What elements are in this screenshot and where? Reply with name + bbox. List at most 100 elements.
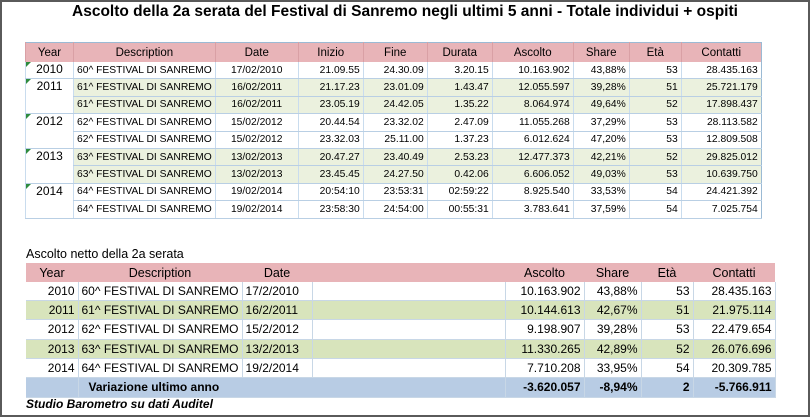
table-cell: 42,89% [584, 339, 642, 359]
table-cell: 10.639.750 [680, 165, 762, 184]
table-cell: 7.025.754 [680, 200, 762, 219]
table-cell: 64^ FESTIVAL DI SANREMO [78, 358, 243, 378]
source-note: Studio Barometro su dati Auditel [26, 397, 213, 411]
table-cell: 23.40.49 [362, 148, 428, 167]
table-cell: 20.44.54 [297, 113, 364, 132]
table-cell: 63^ FESTIVAL DI SANREMO [73, 165, 216, 184]
year-cell: 2010 [25, 62, 74, 80]
table-cell: 63^ FESTIVAL DI SANREMO [73, 148, 216, 167]
table-cell: 19/02/2014 [214, 200, 299, 219]
table-cell: 62^ FESTIVAL DI SANREMO [73, 113, 216, 132]
table-row: 2010 60^ FESTIVAL DI SANREMO 17/02/2010 21.… [25, 62, 762, 80]
table-cell: 19/02/2014 [214, 183, 299, 202]
table-cell: 52 [628, 148, 682, 167]
table-cell [312, 300, 506, 321]
table-cell: 19/2/2014 [242, 358, 313, 378]
table-cell: 21.975.114 [693, 300, 776, 321]
column-header: Età [641, 263, 694, 282]
table-cell: 20.309.785 [693, 358, 776, 378]
table-cell [312, 339, 506, 359]
table-cell: 1.35.22 [426, 96, 493, 115]
table-cell: 53 [628, 165, 682, 184]
table-cell: 11.055.268 [491, 113, 574, 132]
table-cell: 24.42.05 [362, 96, 428, 115]
table-cell: 37,59% [572, 200, 630, 219]
year-cell: 2011 [25, 78, 74, 115]
table-cell: 52 [628, 96, 682, 115]
table-cell: 53 [628, 62, 682, 80]
table-cell: 53 [628, 113, 682, 132]
variation-eta: 2 [641, 377, 694, 398]
table-cell: 1.43.47 [426, 78, 493, 97]
table-row: 2010 60^ FESTIVAL DI SANREMO 17/2/2010 10.1… [26, 282, 776, 302]
table-cell: 2.53.23 [426, 148, 493, 167]
table-cell: 26.076.696 [693, 339, 776, 359]
column-header: Fine [362, 42, 428, 62]
table-cell: 23.05.19 [297, 96, 364, 115]
table-cell: 54 [628, 200, 682, 219]
table-cell: 2012 [26, 319, 79, 340]
table-cell: 1.37.23 [426, 131, 493, 149]
net-audience-table: Year Description Date Ascolto Share Età Contat… [26, 263, 776, 398]
table-cell: 24:54:00 [362, 200, 428, 219]
table-row: 2014 64^ FESTIVAL DI SANREMO 19/2/2014 7.71… [26, 358, 776, 378]
table-cell: 2.47.09 [426, 113, 493, 132]
table-cell: 63^ FESTIVAL DI SANREMO [78, 339, 243, 359]
table-cell: 28.435.163 [680, 62, 762, 80]
table-cell: 37,29% [572, 113, 630, 132]
table-cell: 11.330.265 [505, 339, 585, 359]
column-header [312, 263, 506, 282]
table-row: 2011 61^ FESTIVAL DI SANREMO 16/2/2011 10.1… [26, 300, 776, 321]
table-cell: 17/02/2010 [214, 62, 299, 80]
table-cell: 28.113.582 [680, 113, 762, 132]
table-cell: 21.17.23 [297, 78, 364, 97]
table-cell: 49,03% [572, 165, 630, 184]
table-cell: 60^ FESTIVAL DI SANREMO [78, 282, 243, 302]
table-cell: 17/2/2010 [242, 282, 313, 302]
table-cell: 25.11.00 [362, 131, 428, 149]
table-cell: 25.721.179 [680, 78, 762, 97]
table-row: 2012 62^ FESTIVAL DI SANREMO 15/2/2012 9.19… [26, 319, 776, 340]
table-cell: 33,53% [572, 183, 630, 202]
table-cell: 43,88% [572, 62, 630, 80]
table-cell: 61^ FESTIVAL DI SANREMO [73, 78, 216, 97]
table-cell [312, 282, 506, 302]
page-title: Ascolto della 2a serata del Festival di … [72, 3, 738, 20]
table-cell: 21.09.55 [297, 62, 364, 80]
table-cell: 20.47.27 [297, 148, 364, 167]
table-cell: 0.42.06 [426, 165, 493, 184]
table-cell: 12.055.597 [491, 78, 574, 97]
table-cell: 51 [641, 300, 694, 321]
table-cell: 10.144.613 [505, 300, 585, 321]
net-audience-subtitle: Ascolto netto della 2a serata [26, 247, 184, 261]
table-cell: 61^ FESTIVAL DI SANREMO [73, 96, 216, 115]
table-cell: 54 [628, 183, 682, 202]
table-header-row: Year Description Date Inizio Fine Durata Ascol… [25, 42, 762, 62]
table-row: 2011 61^ FESTIVAL DI SANREMO 16/02/2011 21.… [25, 78, 762, 115]
table-cell: 6.012.624 [491, 131, 574, 149]
table-cell: 62^ FESTIVAL DI SANREMO [78, 319, 243, 340]
column-header: Ascolto [505, 263, 585, 282]
table-row: 2013 63^ FESTIVAL DI SANREMO 13/2/2013 11.3… [26, 339, 776, 359]
table-cell: 16/02/2011 [214, 96, 299, 115]
table-cell: 2013 [26, 339, 79, 359]
table-cell: 64^ FESTIVAL DI SANREMO [73, 183, 216, 202]
table-cell: 3.783.641 [491, 200, 574, 219]
table-cell: 24.421.392 [680, 183, 762, 202]
table-cell: 2014 [26, 358, 79, 378]
table-cell: 23.01.09 [362, 78, 428, 97]
table-cell: 13/2/2013 [242, 339, 313, 359]
table-cell: 20:54:10 [297, 183, 364, 202]
table-cell: 39,28% [572, 78, 630, 97]
table-cell: 39,28% [584, 319, 642, 340]
variation-row: Variazione ultimo anno -3.620.057 -8,94%… [26, 377, 776, 398]
table-cell: 7.710.208 [505, 358, 585, 378]
table-cell: 2010 [26, 282, 79, 302]
column-header: Year [26, 263, 78, 282]
table-cell: 2011 [26, 300, 79, 321]
table-cell: 28.435.163 [693, 282, 776, 302]
table-row: 62^ FESTIVAL DI SANREMO 15/02/2012 23.32.0… [26, 131, 762, 149]
table-row: 61^ FESTIVAL DI SANREMO 16/02/2011 23.05.1… [26, 96, 762, 115]
table-cell: 61^ FESTIVAL DI SANREMO [78, 300, 243, 321]
